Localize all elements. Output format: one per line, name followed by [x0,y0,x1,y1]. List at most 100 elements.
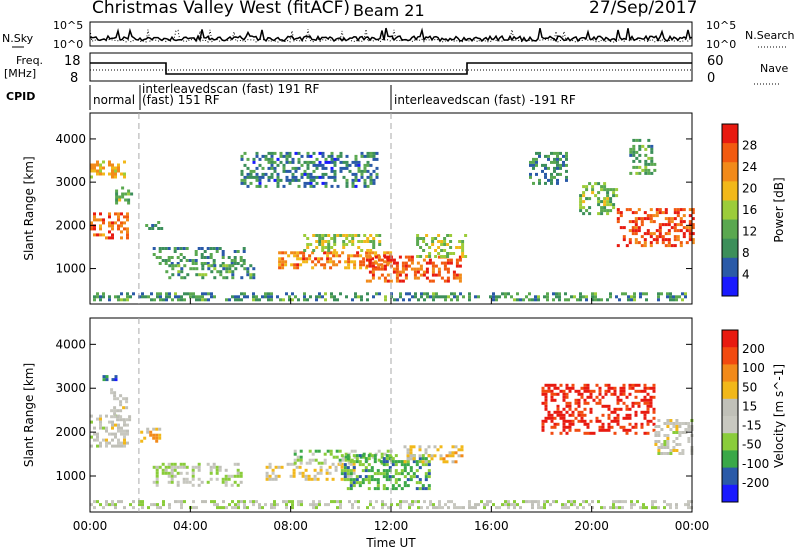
data-cell [351,160,355,164]
data-cell [367,454,371,458]
data-cell [158,433,162,437]
data-cell [334,465,338,469]
data-cell [330,160,334,164]
data-cell [102,221,105,225]
data-cell [225,276,229,280]
data-cell [598,389,602,393]
data-cell [318,163,322,167]
data-cell [300,154,304,158]
data-cell [552,298,555,302]
data-cell [622,389,626,393]
data-cell [290,251,294,255]
data-cell [90,163,93,167]
data-cell [323,461,327,465]
data-cell [274,477,278,481]
data-cell [547,157,550,161]
colorbar-tick-label: -100 [742,457,769,471]
data-cell [345,160,349,164]
data-cell [265,471,269,475]
data-cell [418,460,422,464]
data-cell [625,407,629,411]
data-cell [191,262,195,265]
data-cell [306,163,310,167]
data-cell [347,263,351,267]
x-tick-label: 20:00 [574,519,609,533]
data-cell [507,503,510,507]
data-cell [544,395,548,399]
data-cell [378,234,382,237]
data-cell [324,503,327,507]
data-cell [443,264,447,268]
data-cell [147,295,150,299]
data-cell [99,444,102,448]
data-cell [422,249,426,252]
data-cell [315,298,318,302]
data-cell [449,258,453,262]
data-cell [221,480,225,484]
data-cell [591,500,594,504]
data-cell [120,292,123,296]
data-cell [414,292,417,296]
data-cell [409,448,413,452]
data-cell [437,255,441,259]
data-cell [550,425,554,429]
data-cell [351,184,355,188]
data-cell [513,503,516,507]
data-cell [565,175,568,179]
data-cell [264,184,268,188]
data-cell [93,426,96,430]
data-cell [685,241,689,245]
data-cell [437,252,441,255]
data-cell [411,295,414,299]
data-cell [598,401,602,405]
data-cell [288,181,292,185]
data-cell [270,166,274,170]
data-cell [380,264,384,268]
data-cell [389,251,393,255]
data-cell [326,449,330,453]
data-cell [661,241,665,245]
data-cell [458,246,462,249]
data-cell [315,181,319,185]
data-cell [434,264,438,268]
data-cell [390,503,393,507]
data-cell [580,419,584,423]
data-cell [308,254,312,258]
data-cell [132,292,135,296]
data-cell [644,147,648,151]
data-cell [594,194,598,198]
data-cell [661,238,665,242]
data-cell [552,500,555,504]
data-cell [381,500,384,504]
data-cell [640,398,644,402]
data-cell [541,389,545,393]
data-cell [273,169,277,173]
data-cell [657,292,660,296]
data-cell [224,477,228,481]
data-cell [638,171,642,175]
data-cell [377,258,381,262]
data-cell [201,295,204,299]
data-cell [431,240,435,243]
data-cell [346,472,350,476]
data-cell [203,250,207,253]
data-cell [258,503,261,507]
data-cell [565,169,568,173]
data-cell [299,263,303,267]
data-cell [336,298,339,302]
data-cell [373,460,377,464]
data-cell [555,292,558,296]
data-cell [105,444,108,448]
data-cell [684,422,688,425]
data-cell [458,273,462,277]
data-cell [688,238,692,242]
data-cell [616,416,620,420]
data-cell [616,220,620,224]
data-cell [351,178,355,182]
data-cell [209,465,213,469]
data-cell [634,220,638,224]
data-cell [538,151,541,155]
data-cell [404,264,408,268]
data-cell [353,266,357,270]
data-cell [513,500,516,504]
